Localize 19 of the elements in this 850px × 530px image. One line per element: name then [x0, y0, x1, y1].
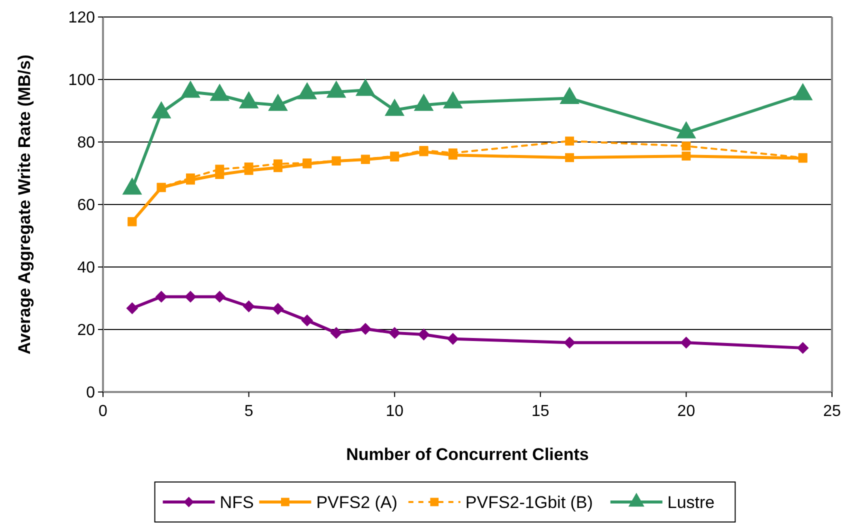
y-tick-label: 60	[77, 197, 96, 214]
y-tick-label: 100	[68, 72, 96, 90]
x-tick-label: 5	[244, 403, 254, 420]
y-axis-title: Average Aggregate Write Rate (MB/s)	[15, 54, 34, 354]
legend-label: NFS	[220, 492, 254, 512]
y-tick-label: 80	[77, 134, 96, 152]
y-tick-label: 40	[77, 260, 96, 277]
x-tick-label: 0	[98, 403, 108, 420]
x-tick-label: 10	[386, 403, 404, 420]
y-tick-label: 120	[68, 10, 96, 27]
x-tick-label: 15	[532, 403, 550, 420]
x-tick-label: 25	[823, 403, 841, 420]
x-axis-title: Number of Concurrent Clients	[346, 445, 589, 464]
y-tick-label: 20	[77, 322, 96, 340]
x-tick-label: 20	[677, 403, 696, 420]
legend-label: PVFS2 (A)	[316, 492, 398, 512]
y-tick-label: 0	[86, 384, 96, 402]
legend-label: PVFS2-1Gbit (B)	[465, 492, 593, 512]
legend-label: Lustre	[667, 492, 715, 512]
